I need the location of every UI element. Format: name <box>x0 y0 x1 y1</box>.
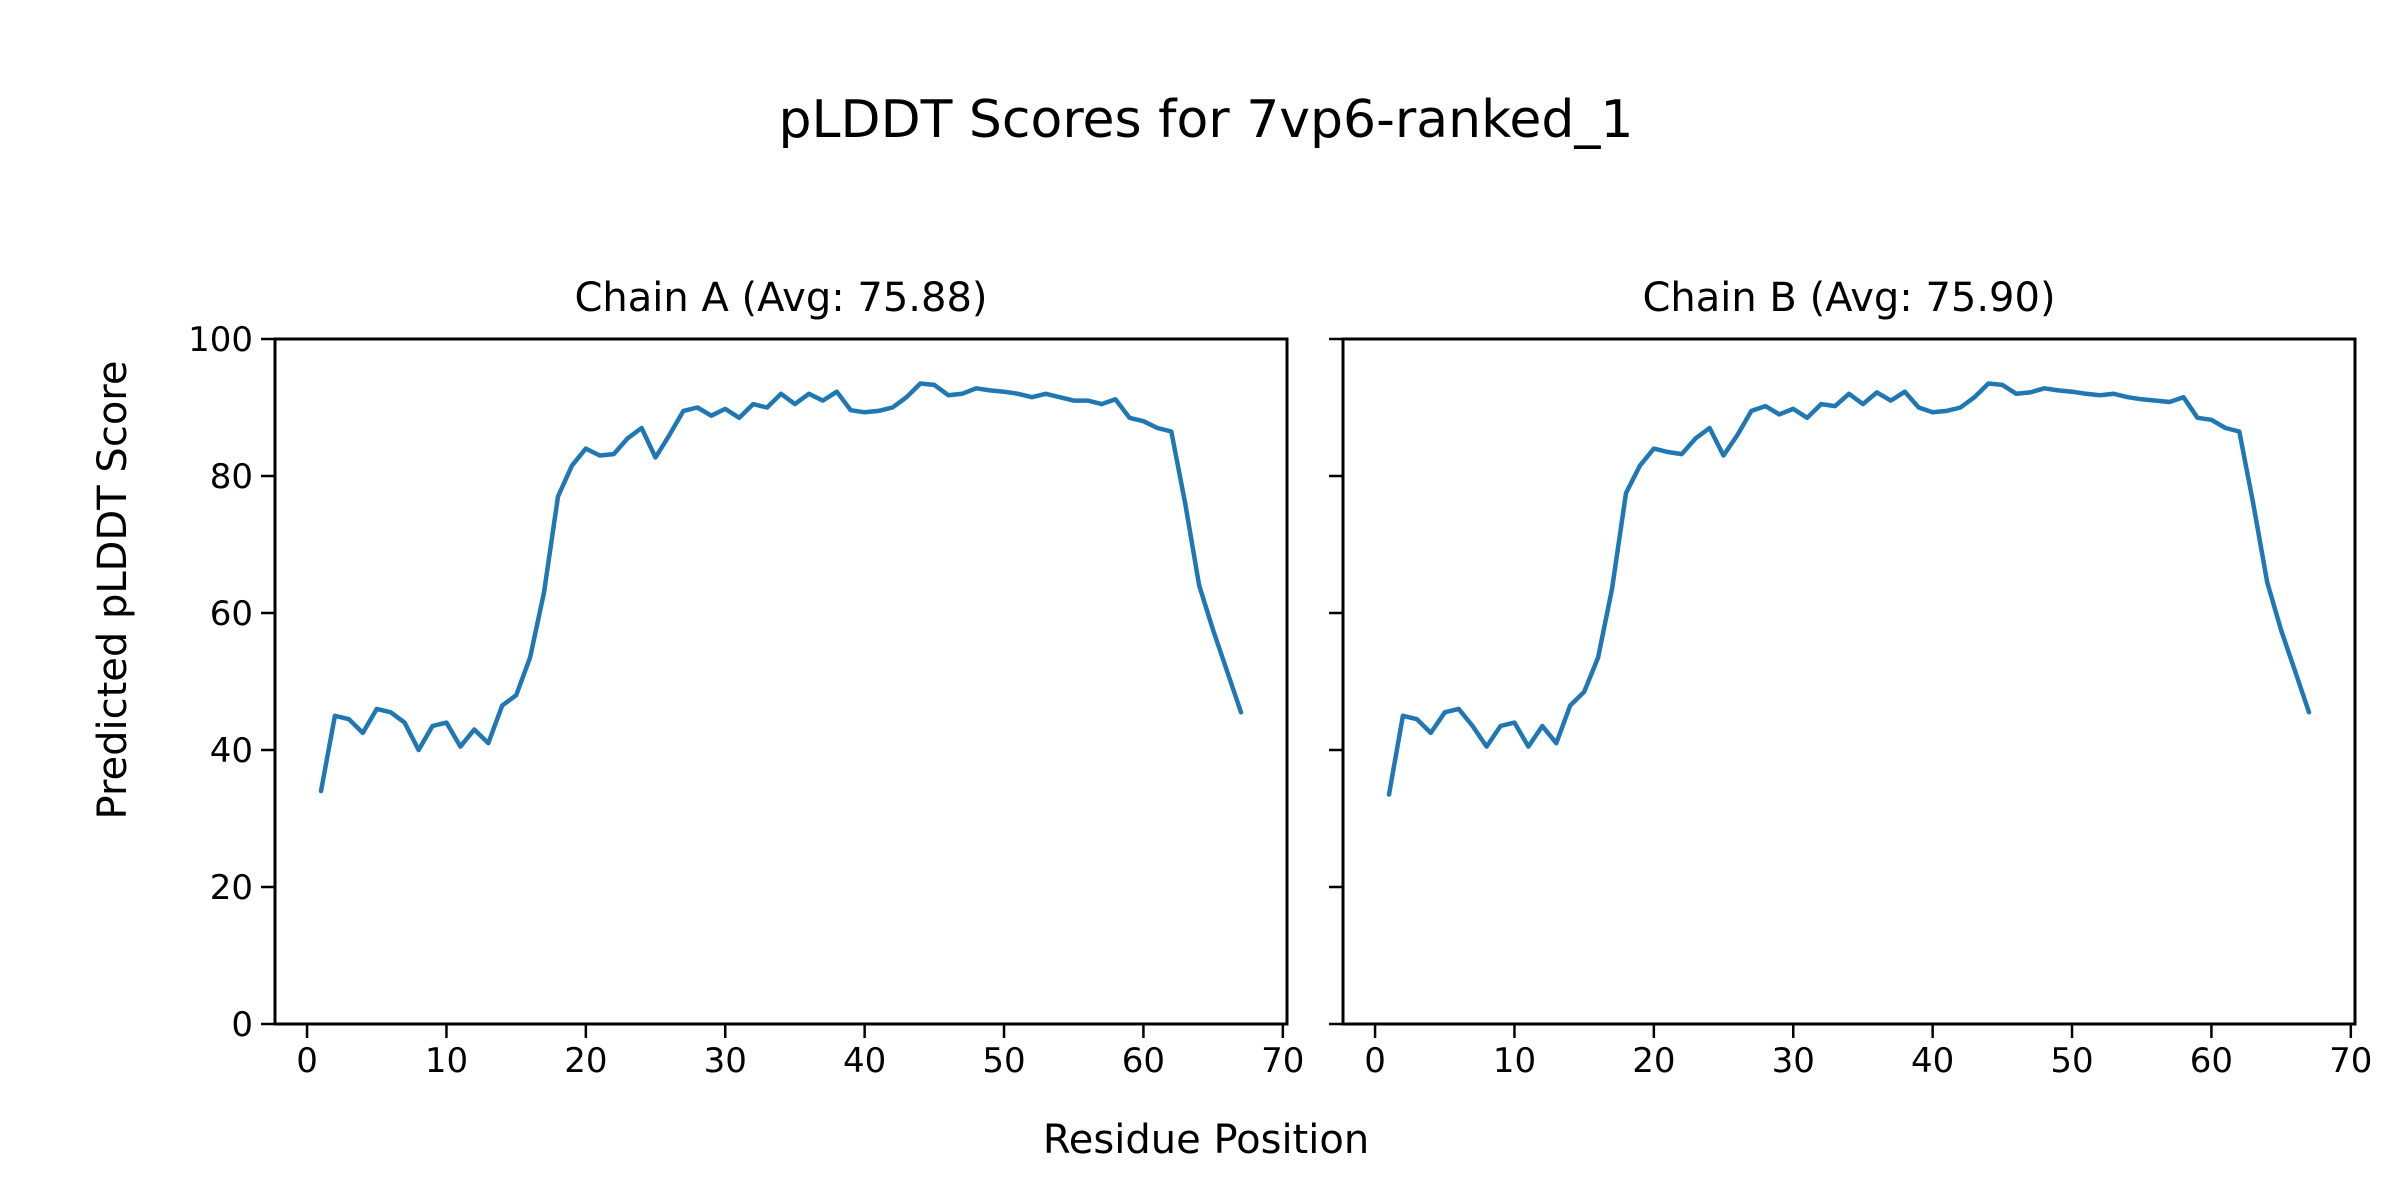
y-tick-label: 40 <box>210 731 253 771</box>
axes-frame <box>273 337 1289 1026</box>
x-tick-label: 40 <box>843 1041 886 1081</box>
figure-title: pLDDT Scores for 7vp6-ranked_1 <box>778 90 1634 150</box>
chain-a-plot-title: Chain A (Avg: 75.88) <box>574 275 988 321</box>
x-tick-label: 40 <box>1911 1041 1954 1081</box>
chain-b-plot-title: Chain B (Avg: 75.90) <box>1642 275 2056 321</box>
x-tick-label: 70 <box>1261 1041 1304 1081</box>
y-axis-label: Predicted pLDDT Score <box>90 360 136 820</box>
x-tick-label: 30 <box>1772 1041 1815 1081</box>
x-tick-label: 70 <box>2329 1041 2372 1081</box>
x-tick-label: 0 <box>296 1041 318 1081</box>
x-tick-label: 50 <box>2050 1041 2093 1081</box>
chain-a-plot: 0 10 20 30 40 50 60 70 0 20 40 60 80 100 <box>188 320 1304 1081</box>
x-axis-label: Residue Position <box>1042 1117 1370 1163</box>
x-tick-label: 0 <box>1364 1041 1386 1081</box>
y-tick-label: 100 <box>188 320 253 360</box>
x-tick-label: 10 <box>425 1041 468 1081</box>
y-tick-label: 60 <box>210 594 253 634</box>
y-tick-label: 0 <box>231 1005 253 1045</box>
x-tick-label: 20 <box>1632 1041 1675 1081</box>
x-tick-label: 30 <box>704 1041 747 1081</box>
x-tick-label: 10 <box>1493 1041 1536 1081</box>
x-tick-label: 60 <box>2190 1041 2233 1081</box>
axes-frame <box>1341 337 2357 1026</box>
plddt-line-chain-a <box>318 381 1244 794</box>
x-tick-label: 20 <box>564 1041 607 1081</box>
y-tick-label: 20 <box>210 868 253 908</box>
x-tick-label: 60 <box>1122 1041 1165 1081</box>
chain-b-plot: 0 10 20 30 40 50 60 70 <box>1329 337 2372 1081</box>
y-tick-label: 80 <box>210 457 253 497</box>
plddt-line-chain-b <box>1386 381 2312 797</box>
x-tick-label: 50 <box>982 1041 1025 1081</box>
